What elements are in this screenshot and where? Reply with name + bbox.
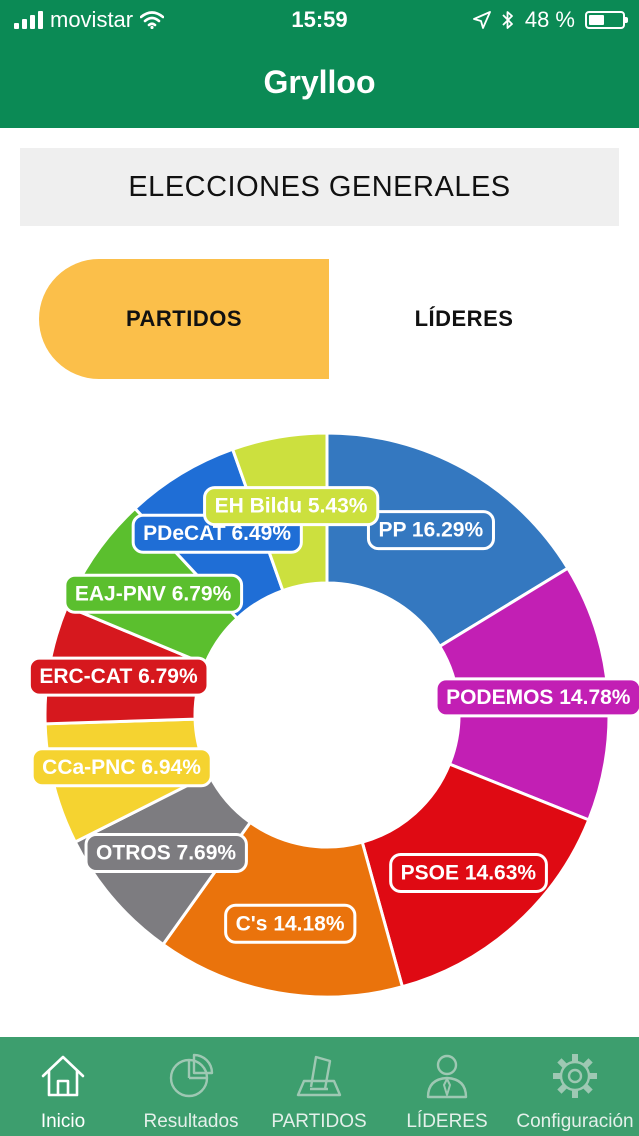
nav-label: Resultados xyxy=(143,1111,239,1132)
battery-level xyxy=(589,15,605,25)
label-box xyxy=(30,747,213,788)
slice-label-eaj-pnv: EAJ-PNV 6.79% xyxy=(63,573,244,614)
battery-percent: 48 % xyxy=(524,7,575,32)
label-text: ERC-CAT 6.79% xyxy=(39,665,198,688)
carrier-group: movistar xyxy=(14,7,165,33)
bottom-nav: Inicio Resultados PARTIDOS LÍDERES xyxy=(0,1037,639,1136)
party-donut-chart: PP 16.29% PODEMOS 14.78% PSOE 14.63% C's 14… xyxy=(27,431,639,999)
slice-label-podemos: PODEMOS 14.78% xyxy=(434,677,639,718)
slice-label-eh-bildu: EH Bildu 5.43% xyxy=(203,486,380,527)
nav-label: Configuración xyxy=(516,1111,634,1132)
app-title: Grylloo xyxy=(263,64,376,100)
slice-label-psoe: PSOE 14.63% xyxy=(389,852,548,893)
signal-icon xyxy=(14,11,43,29)
bluetooth-icon xyxy=(502,11,513,29)
nav-label: LÍDERES xyxy=(406,1111,488,1132)
ballot-box-icon xyxy=(296,1055,342,1097)
tab-partidos[interactable]: PARTIDOS xyxy=(39,259,329,379)
label-box xyxy=(203,486,380,527)
status-bar: movistar 15:59 48 % xyxy=(0,0,639,40)
section-title: ELECCIONES GENERALES xyxy=(20,148,619,226)
label-box xyxy=(27,656,210,697)
label-text: PODEMOS 14.78% xyxy=(446,686,631,709)
nav-item-inicio[interactable]: Inicio xyxy=(13,1037,113,1136)
gear-icon xyxy=(553,1054,597,1098)
label-box xyxy=(389,852,548,893)
label-text: PP 16.29% xyxy=(378,519,483,542)
battery-icon xyxy=(585,11,628,29)
slice-label-otros: OTROS 7.69% xyxy=(84,833,248,874)
nav-item-resultados[interactable]: Resultados xyxy=(141,1037,241,1136)
slice-label-erc-cat: ERC-CAT 6.79% xyxy=(27,656,210,697)
label-text: EH Bildu 5.43% xyxy=(215,495,368,518)
label-box xyxy=(366,510,495,551)
wifi-icon xyxy=(140,11,165,29)
home-icon xyxy=(41,1055,85,1097)
label-text: PSOE 14.63% xyxy=(401,861,537,884)
label-box xyxy=(224,903,357,944)
label-text: PDeCAT 6.49% xyxy=(143,522,291,545)
status-right: 48 % xyxy=(472,7,628,33)
nav-label: PARTIDOS xyxy=(271,1111,367,1132)
label-box xyxy=(63,573,244,614)
pie-chart-icon xyxy=(169,1053,214,1098)
nav-item-partidos[interactable]: PARTIDOS xyxy=(269,1037,369,1136)
label-text: C's 14.18% xyxy=(236,912,345,935)
tab-lideres[interactable]: LÍDERES xyxy=(414,306,514,331)
location-arrow-icon xyxy=(472,11,491,29)
top-bar: movistar 15:59 48 % Grylloo xyxy=(0,0,639,128)
leader-person-icon xyxy=(426,1054,468,1099)
slice-label-cca-pnc: CCa-PNC 6.94% xyxy=(30,747,213,788)
slice-label-pp: PP 16.29% xyxy=(366,510,495,551)
slice-label-c-s: C's 14.18% xyxy=(224,903,357,944)
nav-label: Inicio xyxy=(40,1111,86,1132)
label-text: CCa-PNC 6.94% xyxy=(42,756,201,779)
carrier-name: movistar xyxy=(50,7,134,32)
nav-item-lideres[interactable]: LÍDERES xyxy=(397,1037,497,1136)
label-box xyxy=(84,833,248,874)
label-text: OTROS 7.69% xyxy=(96,842,236,865)
nav-item-configuracion[interactable]: Configuración xyxy=(516,1037,634,1136)
label-box xyxy=(434,677,639,718)
label-text: EAJ-PNV 6.79% xyxy=(75,582,232,605)
status-time: 15:59 xyxy=(291,7,348,32)
